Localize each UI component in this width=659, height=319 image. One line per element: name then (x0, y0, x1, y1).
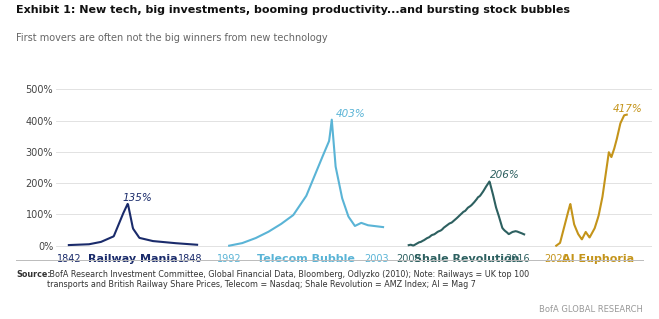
Text: First movers are often not the big winners from new technology: First movers are often not the big winne… (16, 33, 328, 43)
Text: BofA Research Investment Committee, Global Financial Data, Bloomberg, Odlyzko (2: BofA Research Investment Committee, Glob… (47, 270, 530, 289)
Text: 2016: 2016 (505, 254, 530, 263)
Text: AI Euphoria: AI Euphoria (562, 254, 634, 264)
Text: 1842: 1842 (57, 254, 81, 263)
Text: 417%: 417% (613, 104, 643, 114)
Text: 1848: 1848 (179, 254, 203, 263)
Text: Shale Revolution: Shale Revolution (414, 254, 519, 264)
Text: 1992: 1992 (217, 254, 241, 263)
Text: 403%: 403% (336, 108, 366, 119)
Text: Exhibit 1: New tech, big investments, booming productivity...and bursting stock : Exhibit 1: New tech, big investments, bo… (16, 5, 571, 15)
Text: Telecom Bubble: Telecom Bubble (257, 254, 355, 264)
Text: 2020: 2020 (544, 254, 569, 263)
Text: 135%: 135% (123, 193, 153, 204)
Text: 2008: 2008 (397, 254, 421, 263)
Text: Railway Mania: Railway Mania (88, 254, 178, 264)
Text: BofA GLOBAL RESEARCH: BofA GLOBAL RESEARCH (538, 305, 643, 314)
Text: 2003: 2003 (364, 254, 389, 263)
Text: 206%: 206% (490, 170, 520, 180)
Text: Source:: Source: (16, 270, 51, 278)
